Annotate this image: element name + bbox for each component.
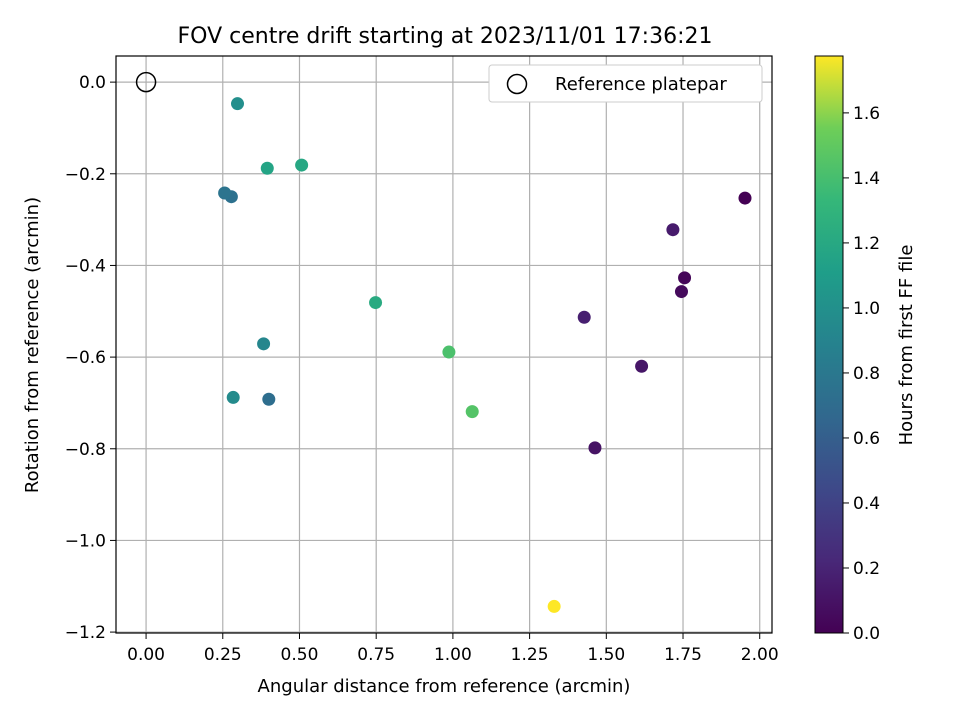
- x-tick-label: 1.25: [511, 645, 549, 665]
- colorbar-tick-label: 0.0: [853, 624, 880, 644]
- x-axis-label: Angular distance from reference (arcmin): [258, 676, 631, 697]
- y-tick-label: −0.2: [65, 165, 106, 185]
- data-point: [547, 599, 561, 613]
- y-tick-label: −0.4: [65, 256, 106, 276]
- reference-platepar-marker: [135, 71, 157, 93]
- data-point: [635, 359, 649, 373]
- data-points: [218, 97, 752, 613]
- data-point: [226, 390, 240, 404]
- legend-box: [488, 64, 763, 103]
- legend: Reference platepar: [488, 64, 763, 103]
- y-axis-ticks: 0.0 −0.2 −0.4 −0.6 −0.8 −1.0 −1.2: [65, 73, 116, 643]
- colorbar-gradient: [814, 55, 844, 634]
- colorbar-tick-label: 0.2: [853, 559, 880, 579]
- data-point: [577, 310, 591, 324]
- x-axis-ticks: 0.00 0.25 0.50 0.75 1.00 1.25 1.50 1.75 2.00: [127, 633, 779, 665]
- colorbar-ticks: 0.0 0.2 0.4 0.6 0.8 1.0 1.2 1.4 1.6: [843, 104, 880, 644]
- x-tick-label: 0.50: [281, 645, 319, 665]
- colorbar-label: Hours from first FF file: [896, 245, 917, 446]
- y-tick-label: −1.2: [65, 623, 106, 643]
- x-tick-label: 1.00: [434, 645, 472, 665]
- data-point: [262, 392, 276, 406]
- data-point: [369, 296, 383, 310]
- x-tick-label: 0.00: [127, 645, 165, 665]
- y-tick-label: −0.6: [65, 348, 106, 368]
- data-point: [442, 345, 456, 359]
- data-point: [257, 337, 271, 351]
- data-point: [588, 441, 602, 455]
- grid-lines: [116, 56, 772, 633]
- y-tick-label: 0.0: [79, 73, 106, 93]
- data-point: [260, 161, 274, 175]
- colorbar: 0.0 0.2 0.4 0.6 0.8 1.0 1.2 1.4 1.6 Hours from f…: [814, 55, 917, 644]
- colorbar-tick-label: 1.6: [853, 104, 880, 124]
- x-tick-label: 0.25: [204, 645, 242, 665]
- colorbar-tick-label: 0.6: [853, 429, 880, 449]
- chart-title: FOV centre drift starting at 2023/11/01 …: [178, 24, 713, 49]
- reference-marker-layer: [135, 71, 157, 93]
- data-point: [218, 186, 232, 200]
- x-tick-label: 0.75: [357, 645, 395, 665]
- legend-entry-reference-platepar: Reference platepar: [555, 74, 727, 95]
- data-point: [674, 285, 688, 299]
- data-point: [231, 97, 245, 111]
- colorbar-tick-label: 1.4: [853, 169, 880, 189]
- legend-reference-marker: [506, 73, 528, 95]
- colorbar-tick-label: 0.4: [853, 494, 880, 514]
- plot-frame: [115, 55, 773, 634]
- x-tick-label: 1.75: [664, 645, 702, 665]
- data-point: [678, 271, 692, 285]
- colorbar-tick-label: 0.8: [853, 364, 880, 384]
- x-tick-label: 2.00: [741, 645, 779, 665]
- y-tick-label: −0.8: [65, 440, 106, 460]
- data-point: [465, 405, 479, 419]
- colorbar-tick-label: 1.0: [853, 299, 880, 319]
- colorbar-tick-label: 1.2: [853, 234, 880, 254]
- x-tick-label: 1.50: [587, 645, 625, 665]
- data-point: [295, 158, 309, 172]
- data-point: [666, 223, 680, 237]
- data-point: [738, 191, 752, 205]
- y-tick-label: −1.0: [65, 531, 106, 551]
- y-axis-label: Rotation from reference (arcmin): [22, 197, 43, 493]
